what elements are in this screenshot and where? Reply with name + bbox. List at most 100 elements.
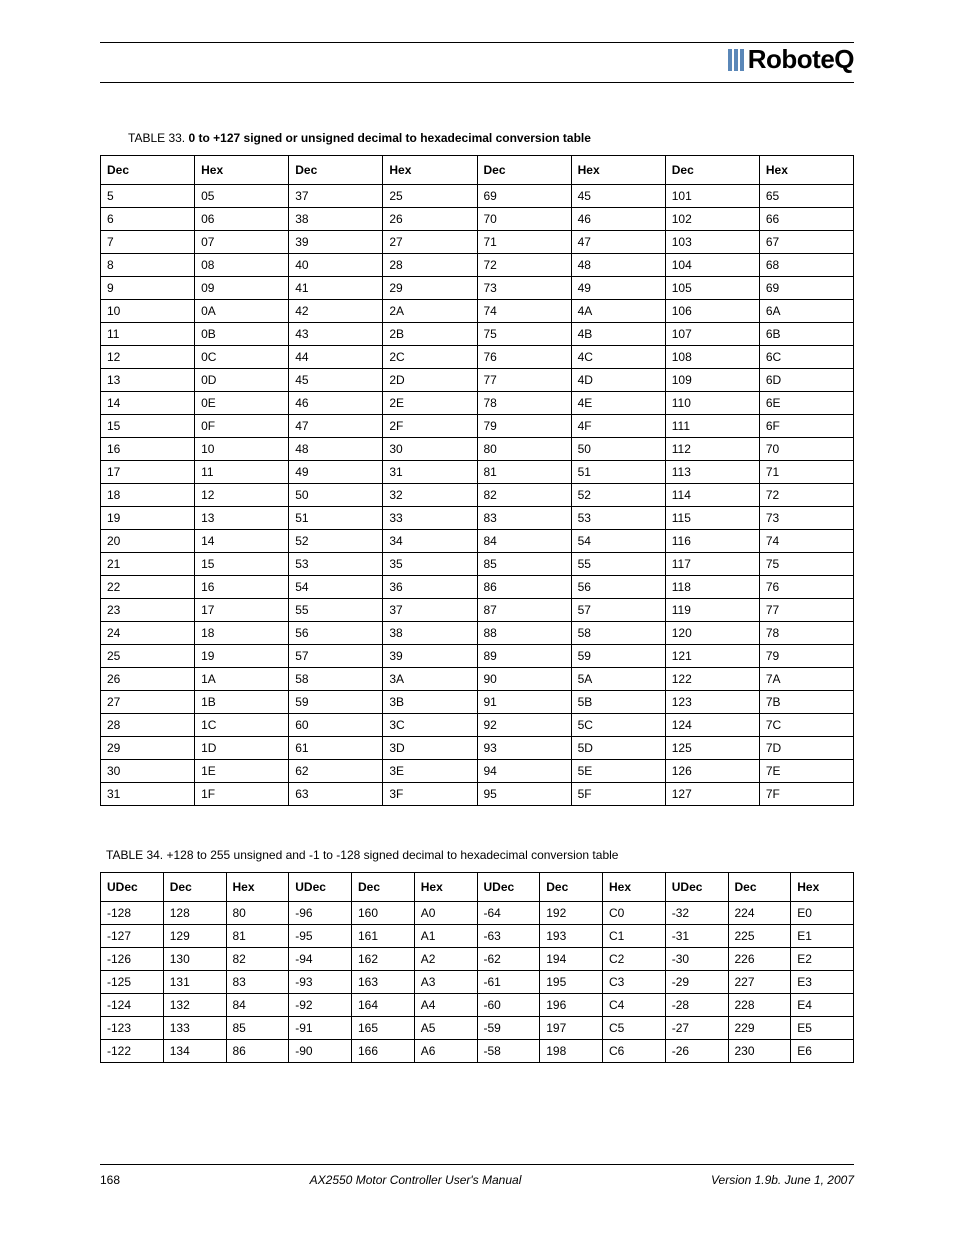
table-cell: 195	[540, 971, 603, 994]
table-row: 18125032825211472	[101, 484, 854, 507]
table-cell: 1C	[195, 714, 289, 737]
table-cell: 132	[163, 994, 226, 1017]
table-cell: 107	[665, 323, 759, 346]
table-cell: 91	[477, 691, 571, 714]
table-cell: 6B	[759, 323, 853, 346]
table-cell: 6C	[759, 346, 853, 369]
table-cell: -31	[665, 925, 728, 948]
table-cell: 18	[101, 484, 195, 507]
table-cell: 34	[383, 530, 477, 553]
table-cell: 228	[728, 994, 791, 1017]
table-cell: -93	[289, 971, 352, 994]
table-cell: 86	[226, 1040, 289, 1063]
table-cell: 3E	[383, 760, 477, 783]
table-cell: 82	[477, 484, 571, 507]
table-cell: 128	[163, 902, 226, 925]
table-cell: 29	[383, 277, 477, 300]
table-cell: 225	[728, 925, 791, 948]
table-cell: -60	[477, 994, 540, 1017]
table-cell: 79	[759, 645, 853, 668]
table-cell: -61	[477, 971, 540, 994]
table-cell: 7B	[759, 691, 853, 714]
table-cell: A2	[414, 948, 477, 971]
table-row: -12513183-93163A3-61195C3-29227E3	[101, 971, 854, 994]
table-cell: A3	[414, 971, 477, 994]
table-header-cell: Hex	[759, 156, 853, 185]
table-cell: 70	[759, 438, 853, 461]
table-cell: 20	[101, 530, 195, 553]
table-34: UDecDecHexUDecDecHexUDecDecHexUDecDecHex…	[100, 872, 854, 1063]
table-cell: -90	[289, 1040, 352, 1063]
table-cell: 105	[665, 277, 759, 300]
table-cell: 2B	[383, 323, 477, 346]
table-cell: 122	[665, 668, 759, 691]
table-cell: 26	[101, 668, 195, 691]
table-cell: 27	[101, 691, 195, 714]
table-cell: 45	[571, 185, 665, 208]
table-cell: 121	[665, 645, 759, 668]
table-cell: 48	[571, 254, 665, 277]
table-cell: 49	[289, 461, 383, 484]
table-cell: 52	[289, 530, 383, 553]
table-cell: 162	[352, 948, 415, 971]
table-cell: 126	[665, 760, 759, 783]
table-cell: 3D	[383, 737, 477, 760]
table-cell: 2F	[383, 415, 477, 438]
table-cell: 45	[289, 369, 383, 392]
table-cell: 69	[759, 277, 853, 300]
table-cell: 74	[759, 530, 853, 553]
table-row: 110B432B754B1076B	[101, 323, 854, 346]
table-cell: 16	[195, 576, 289, 599]
table-cell: 9	[101, 277, 195, 300]
table-row: 24185638885812078	[101, 622, 854, 645]
table-header-cell: Hex	[226, 873, 289, 902]
table-cell: -62	[477, 948, 540, 971]
page-header: RoboteQ	[100, 43, 854, 83]
table-cell: 10	[101, 300, 195, 323]
table-cell: 74	[477, 300, 571, 323]
table-cell: 6D	[759, 369, 853, 392]
table-cell: 59	[571, 645, 665, 668]
table-cell: 43	[289, 323, 383, 346]
table-cell: 39	[383, 645, 477, 668]
table-cell: 117	[665, 553, 759, 576]
table-cell: 78	[759, 622, 853, 645]
table-cell: 84	[226, 994, 289, 1017]
table-cell: 46	[289, 392, 383, 415]
table-row: 5053725694510165	[101, 185, 854, 208]
table-cell: 130	[163, 948, 226, 971]
table-cell: 6A	[759, 300, 853, 323]
table-cell: 19	[195, 645, 289, 668]
table-cell: 230	[728, 1040, 791, 1063]
table-cell: 102	[665, 208, 759, 231]
table-cell: 29	[101, 737, 195, 760]
table-cell: 114	[665, 484, 759, 507]
table-cell: 88	[477, 622, 571, 645]
table-cell: -63	[477, 925, 540, 948]
table-cell: 2E	[383, 392, 477, 415]
table-cell: 48	[289, 438, 383, 461]
table-cell: 13	[101, 369, 195, 392]
table-cell: -123	[101, 1017, 164, 1040]
table-cell: -95	[289, 925, 352, 948]
table-cell: 15	[195, 553, 289, 576]
table-cell: E2	[791, 948, 854, 971]
table-cell: 85	[477, 553, 571, 576]
table-cell: 23	[101, 599, 195, 622]
table-cell: 38	[383, 622, 477, 645]
table-cell: 92	[477, 714, 571, 737]
table-34-caption: TABLE 34. +128 to 255 unsigned and -1 to…	[100, 848, 854, 862]
table-cell: 1E	[195, 760, 289, 783]
table-header-cell: Dec	[540, 873, 603, 902]
table-cell: 5A	[571, 668, 665, 691]
table-cell: 85	[226, 1017, 289, 1040]
table-cell: 41	[289, 277, 383, 300]
table-cell: 62	[289, 760, 383, 783]
table-33-caption: TABLE 33. 0 to +127 signed or unsigned d…	[100, 131, 854, 145]
table-cell: -26	[665, 1040, 728, 1063]
table-cell: 113	[665, 461, 759, 484]
table-cell: 51	[289, 507, 383, 530]
table-row: 120C442C764C1086C	[101, 346, 854, 369]
table-33-caption-text: 0 to +127 signed or unsigned decimal to …	[188, 131, 590, 145]
table-cell: -94	[289, 948, 352, 971]
